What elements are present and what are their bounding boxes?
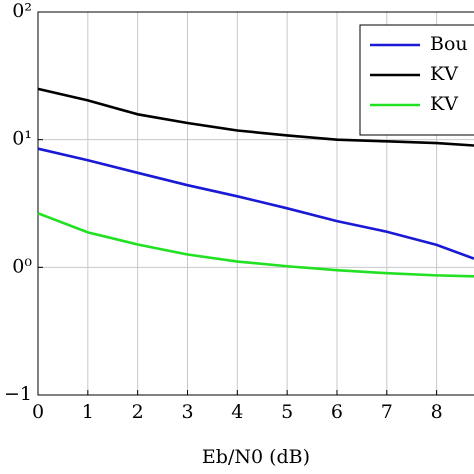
x-tick-label: 0 [32, 401, 44, 423]
x-tick-label: 3 [181, 401, 193, 423]
legend-label: Bou [430, 33, 468, 55]
legend-label: KV [430, 63, 458, 85]
series-line [37, 212, 474, 278]
plot-frame [37, 11, 474, 396]
x-tick-label: 2 [132, 401, 144, 423]
x-tick-label: 1 [82, 401, 94, 423]
x-tick-label: 7 [381, 401, 393, 423]
x-tick-label: 5 [281, 401, 293, 423]
series-line [37, 87, 474, 147]
series-line [37, 147, 474, 260]
x-tick-label: 6 [331, 401, 343, 423]
x-axis-label: Eb/N0 (dB) [202, 446, 310, 468]
legend-box [359, 24, 474, 136]
y-tick-label: −1 [4, 383, 32, 405]
legend-label: KV [430, 93, 458, 115]
y-tick-label: 0¹ [12, 128, 32, 150]
x-tick-label: 4 [231, 401, 243, 423]
y-tick-label: 0² [12, 0, 32, 22]
x-tick-label: 8 [431, 401, 443, 423]
y-tick-label: 0⁰ [12, 255, 32, 277]
